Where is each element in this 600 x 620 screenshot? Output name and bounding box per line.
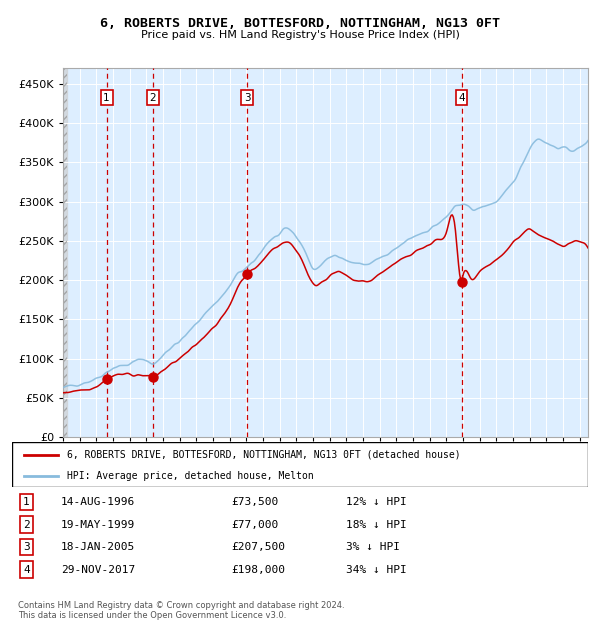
- Text: 1: 1: [23, 497, 30, 507]
- Text: 6, ROBERTS DRIVE, BOTTESFORD, NOTTINGHAM, NG13 0FT: 6, ROBERTS DRIVE, BOTTESFORD, NOTTINGHAM…: [100, 17, 500, 30]
- Text: 34% ↓ HPI: 34% ↓ HPI: [346, 565, 407, 575]
- Text: 3: 3: [23, 542, 30, 552]
- Text: HPI: Average price, detached house, Melton: HPI: Average price, detached house, Melt…: [67, 471, 313, 480]
- Text: £77,000: £77,000: [231, 520, 278, 529]
- Text: 4: 4: [458, 93, 465, 103]
- Bar: [63, 68, 67, 437]
- Text: 1: 1: [103, 93, 110, 103]
- Text: This data is licensed under the Open Government Licence v3.0.: This data is licensed under the Open Gov…: [18, 611, 286, 620]
- Text: 18% ↓ HPI: 18% ↓ HPI: [346, 520, 407, 529]
- Text: 29-NOV-2017: 29-NOV-2017: [61, 565, 135, 575]
- Text: Price paid vs. HM Land Registry's House Price Index (HPI): Price paid vs. HM Land Registry's House …: [140, 30, 460, 40]
- Text: 14-AUG-1996: 14-AUG-1996: [61, 497, 135, 507]
- Text: £207,500: £207,500: [231, 542, 285, 552]
- Bar: [63, 68, 67, 437]
- Text: 19-MAY-1999: 19-MAY-1999: [61, 520, 135, 529]
- Text: 6, ROBERTS DRIVE, BOTTESFORD, NOTTINGHAM, NG13 0FT (detached house): 6, ROBERTS DRIVE, BOTTESFORD, NOTTINGHAM…: [67, 450, 460, 459]
- Text: 3: 3: [244, 93, 250, 103]
- Text: 4: 4: [23, 565, 30, 575]
- Text: 3% ↓ HPI: 3% ↓ HPI: [346, 542, 400, 552]
- Text: 2: 2: [149, 93, 156, 103]
- Text: 18-JAN-2005: 18-JAN-2005: [61, 542, 135, 552]
- Text: Contains HM Land Registry data © Crown copyright and database right 2024.: Contains HM Land Registry data © Crown c…: [18, 601, 344, 611]
- Text: £198,000: £198,000: [231, 565, 285, 575]
- Text: 2: 2: [23, 520, 30, 529]
- Text: £73,500: £73,500: [231, 497, 278, 507]
- Text: 12% ↓ HPI: 12% ↓ HPI: [346, 497, 407, 507]
